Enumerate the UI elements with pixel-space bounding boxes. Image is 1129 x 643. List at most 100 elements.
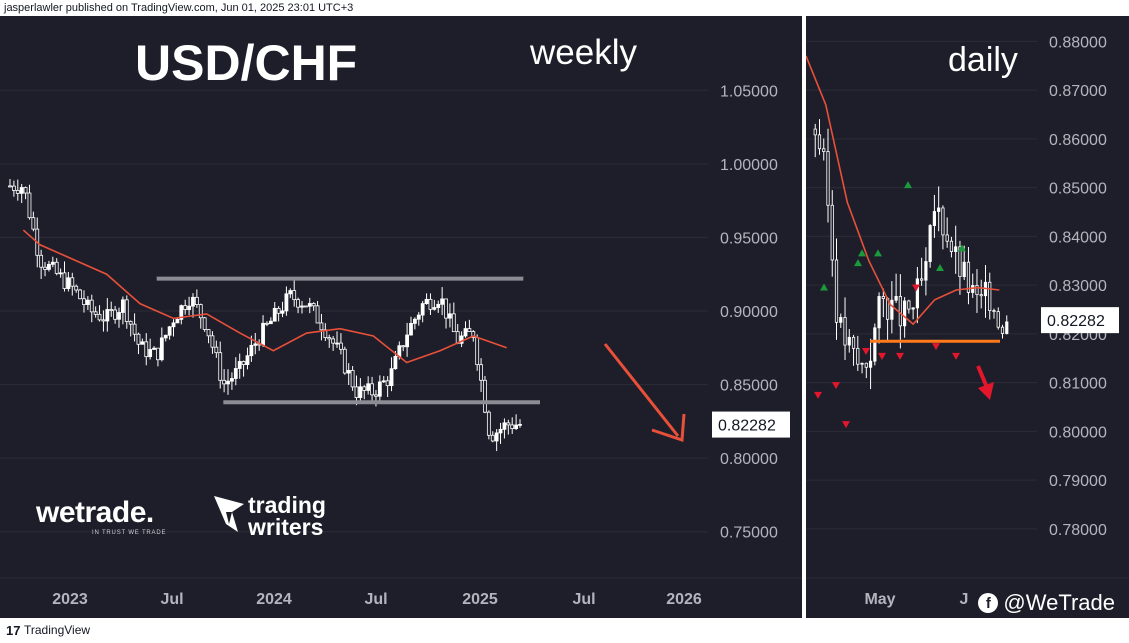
candle	[245, 355, 250, 365]
down-arrow	[603, 343, 680, 437]
candle	[898, 296, 902, 327]
up-marker-icon	[958, 244, 966, 252]
time-tick-label: May	[864, 591, 895, 608]
candle	[966, 261, 971, 293]
candle	[214, 346, 219, 354]
candle	[432, 307, 437, 310]
candle	[74, 285, 79, 291]
candle	[339, 342, 343, 350]
candle	[424, 298, 429, 304]
candle	[198, 304, 203, 319]
candle	[265, 322, 269, 325]
social-handle: f @WeTrade	[978, 590, 1115, 616]
last-price-badge	[712, 411, 790, 438]
candle	[226, 380, 230, 385]
candle	[354, 386, 359, 398]
weekly-subtitle: weekly	[530, 33, 637, 72]
tradingview-logo-icon: 17	[6, 623, 21, 638]
price-tick-label: 0.83000	[1049, 278, 1107, 295]
up-marker-icon	[854, 259, 862, 267]
price-tick-label: 0.88000	[1049, 34, 1107, 51]
price-tick-label: 1.05000	[720, 83, 778, 100]
candle	[191, 296, 195, 307]
candle	[222, 379, 227, 385]
candle	[954, 246, 958, 252]
candle	[140, 341, 145, 345]
candle	[315, 305, 320, 324]
candle	[518, 423, 522, 426]
candle	[924, 261, 928, 281]
candle	[39, 254, 44, 268]
price-tick-label: 1.00000	[720, 157, 778, 174]
candle	[903, 300, 907, 327]
time-tick-label: 2025	[462, 591, 498, 608]
last-price-badge	[1041, 307, 1119, 334]
candle	[370, 383, 374, 396]
candle	[498, 428, 503, 434]
candle	[288, 290, 293, 295]
candle	[945, 234, 949, 242]
candle	[152, 347, 156, 350]
candle	[327, 337, 332, 340]
candle	[483, 379, 487, 413]
candle	[868, 360, 873, 368]
candle	[183, 305, 188, 310]
tradingview-footer: 17 TradingView	[0, 618, 1129, 643]
candle	[486, 411, 491, 436]
candle	[132, 323, 137, 335]
daily-chart-panel[interactable]: 0.88000 0.87000 0.86000 0.85000 0.84000 0.830…	[806, 16, 1129, 618]
candle	[881, 296, 885, 300]
candle	[822, 148, 826, 152]
candle	[506, 422, 511, 426]
candle	[890, 299, 894, 320]
candle	[50, 261, 55, 265]
candle	[894, 296, 898, 301]
candle	[23, 187, 28, 194]
wetrade-logo: wetrade.	[36, 496, 154, 529]
moving-average-line	[22, 229, 507, 364]
social-handle-text: @WeTrade	[1003, 590, 1115, 615]
candle	[237, 361, 242, 369]
candle	[58, 272, 63, 275]
candle	[346, 369, 351, 374]
candle	[62, 272, 67, 289]
price-tick-label: 0.84000	[1049, 229, 1107, 246]
candle	[31, 217, 36, 230]
candle	[1005, 321, 1009, 334]
price-tick-label: 0.95000	[720, 230, 778, 247]
price-tick-label: 0.87000	[1049, 83, 1107, 100]
candle	[996, 311, 1000, 328]
price-tick-label: 0.86000	[1049, 132, 1107, 149]
candle	[15, 190, 20, 194]
candle	[962, 261, 966, 278]
candle	[101, 319, 106, 322]
candle	[85, 299, 90, 305]
candle	[826, 151, 830, 206]
weekly-chart-panel[interactable]: 1.05000 1.00000 0.95000 0.90000 0.85000 0.800…	[0, 16, 802, 618]
candle	[839, 317, 843, 323]
trading-writers-logo: trading writers	[248, 494, 326, 539]
time-tick-label: Jul	[364, 591, 387, 608]
down-marker-icon	[832, 382, 840, 390]
candle	[412, 318, 417, 324]
candle	[479, 364, 483, 381]
candle	[8, 185, 12, 188]
candle	[475, 337, 480, 366]
candle	[175, 318, 180, 324]
candle	[253, 343, 258, 346]
candle	[233, 368, 238, 379]
price-tick-label: 0.85000	[720, 378, 778, 395]
candle	[210, 335, 215, 348]
candle	[19, 187, 24, 194]
candle	[82, 298, 86, 305]
candle	[202, 317, 207, 330]
candle	[109, 309, 114, 311]
candle	[331, 338, 336, 344]
candle	[136, 333, 141, 345]
candle	[179, 305, 184, 320]
time-tick-label: J	[960, 591, 969, 608]
up-marker-icon	[936, 264, 944, 272]
candle	[385, 380, 390, 387]
down-marker-icon	[814, 391, 822, 399]
candle	[813, 128, 817, 136]
